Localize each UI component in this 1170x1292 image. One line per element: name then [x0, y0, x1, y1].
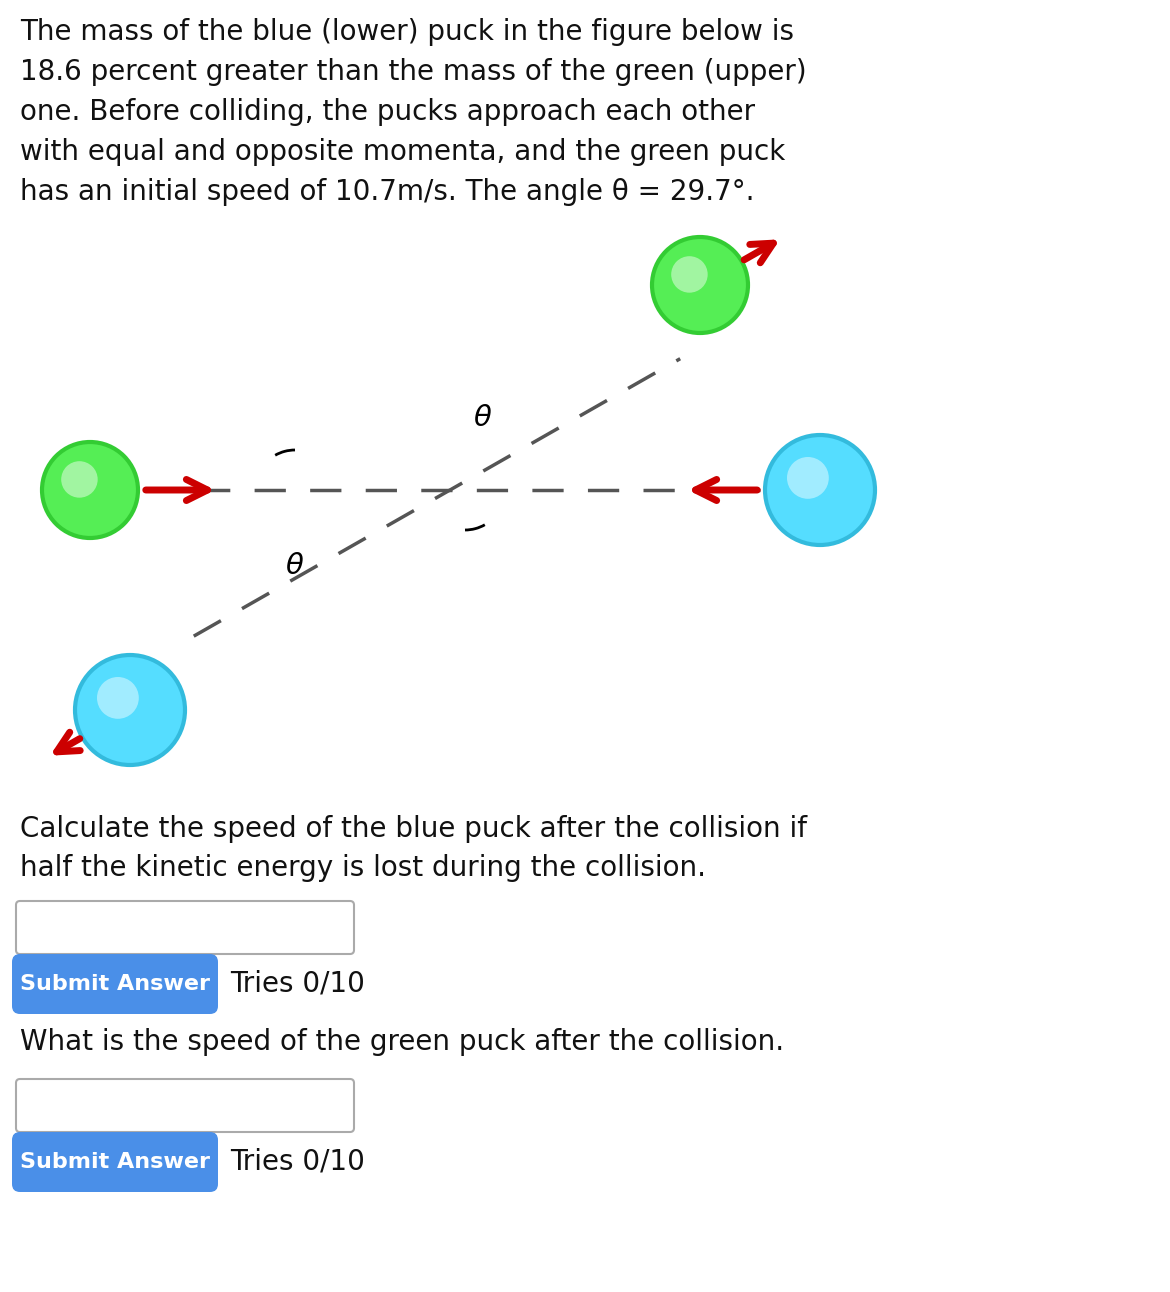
Text: Calculate the speed of the blue puck after the collision if
half the kinetic ene: Calculate the speed of the blue puck aft…: [20, 815, 807, 882]
Text: Submit Answer: Submit Answer: [20, 974, 209, 994]
Circle shape: [75, 655, 185, 765]
Text: $\theta$: $\theta$: [473, 404, 493, 432]
FancyBboxPatch shape: [12, 953, 218, 1014]
Circle shape: [61, 461, 97, 497]
Circle shape: [765, 435, 875, 545]
Circle shape: [97, 677, 139, 718]
FancyBboxPatch shape: [12, 1132, 218, 1193]
Text: What is the speed of the green puck after the collision.: What is the speed of the green puck afte…: [20, 1028, 784, 1056]
Circle shape: [672, 256, 708, 293]
Text: The mass of the blue (lower) puck in the figure below is
18.6 percent greater th: The mass of the blue (lower) puck in the…: [20, 18, 806, 207]
FancyBboxPatch shape: [16, 901, 355, 953]
Text: Tries 0/10: Tries 0/10: [230, 970, 365, 997]
Text: Tries 0/10: Tries 0/10: [230, 1149, 365, 1176]
Text: Submit Answer: Submit Answer: [20, 1152, 209, 1172]
Circle shape: [652, 236, 748, 333]
FancyBboxPatch shape: [16, 1079, 355, 1132]
Text: $\theta$: $\theta$: [285, 552, 304, 580]
Circle shape: [42, 442, 138, 537]
Circle shape: [787, 457, 828, 499]
